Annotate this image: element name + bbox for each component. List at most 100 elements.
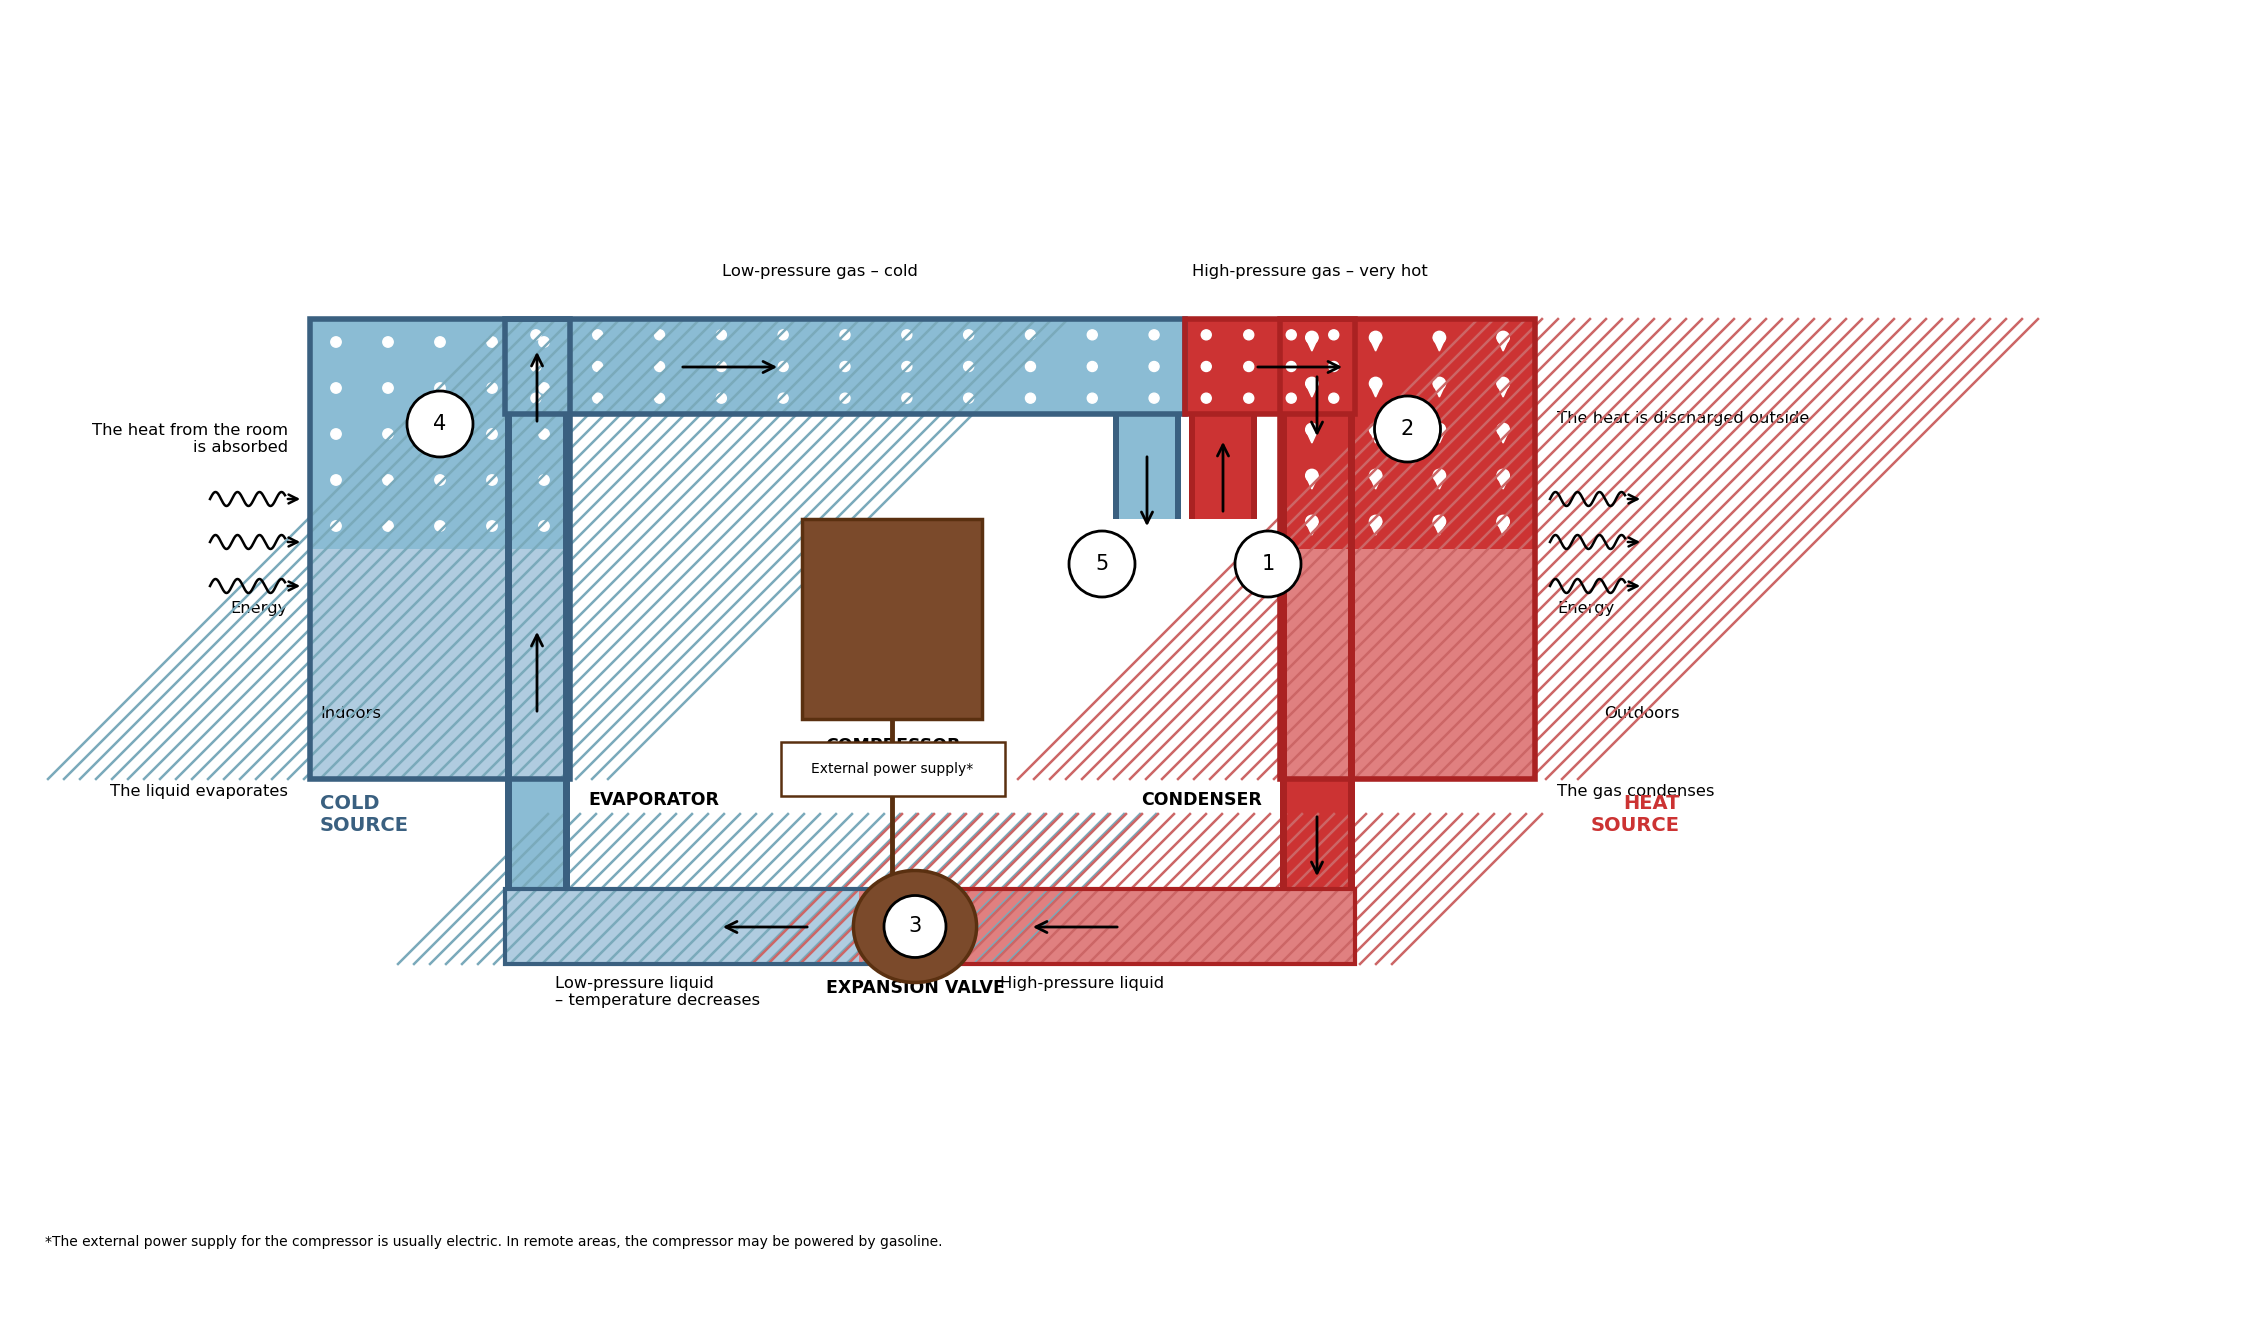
Text: Outdoors: Outdoors bbox=[1605, 707, 1679, 722]
Circle shape bbox=[435, 383, 446, 393]
Circle shape bbox=[1287, 361, 1296, 372]
Text: EXPANSION VALVE: EXPANSION VALVE bbox=[825, 978, 1005, 997]
Circle shape bbox=[778, 361, 789, 372]
Text: 4: 4 bbox=[433, 414, 446, 434]
Text: The heat is discharged outside: The heat is discharged outside bbox=[1558, 412, 1810, 426]
Circle shape bbox=[1150, 361, 1159, 372]
Polygon shape bbox=[1370, 338, 1382, 351]
Circle shape bbox=[654, 361, 665, 372]
Circle shape bbox=[331, 429, 340, 440]
Circle shape bbox=[408, 391, 473, 457]
Text: The liquid evaporates: The liquid evaporates bbox=[110, 784, 289, 798]
Circle shape bbox=[1305, 377, 1319, 389]
Bar bbox=[505, 888, 971, 964]
Circle shape bbox=[593, 361, 602, 372]
Bar bbox=[780, 741, 1005, 796]
Bar bbox=[1280, 414, 1287, 888]
Circle shape bbox=[717, 361, 726, 372]
Circle shape bbox=[331, 383, 340, 393]
Text: Indoors: Indoors bbox=[320, 707, 381, 722]
Bar bbox=[859, 888, 1355, 964]
Bar bbox=[564, 414, 570, 888]
Circle shape bbox=[383, 336, 392, 347]
Circle shape bbox=[435, 429, 446, 440]
Circle shape bbox=[331, 520, 340, 531]
Circle shape bbox=[1330, 393, 1339, 404]
Circle shape bbox=[539, 520, 550, 531]
Bar bbox=[505, 319, 1186, 414]
Text: Low-pressure liquid
– temperature decreases: Low-pressure liquid – temperature decrea… bbox=[554, 976, 760, 1009]
Circle shape bbox=[717, 330, 726, 340]
Circle shape bbox=[1026, 393, 1035, 404]
Circle shape bbox=[1305, 424, 1319, 436]
Bar bbox=[1251, 414, 1258, 519]
Circle shape bbox=[383, 475, 392, 485]
Text: Low-pressure gas – cold: Low-pressure gas – cold bbox=[721, 263, 917, 279]
Bar bbox=[311, 319, 570, 549]
Circle shape bbox=[1497, 424, 1510, 436]
Bar bbox=[1174, 414, 1181, 519]
Polygon shape bbox=[1305, 522, 1319, 535]
Polygon shape bbox=[1497, 338, 1510, 351]
Text: 3: 3 bbox=[908, 916, 922, 936]
Circle shape bbox=[1201, 330, 1210, 340]
Text: High-pressure gas – very hot: High-pressure gas – very hot bbox=[1192, 263, 1427, 279]
Circle shape bbox=[778, 330, 789, 340]
Text: EVAPORATOR: EVAPORATOR bbox=[588, 790, 719, 809]
Bar bbox=[1280, 319, 1535, 549]
Circle shape bbox=[841, 361, 850, 372]
Bar bbox=[1186, 319, 1355, 414]
Circle shape bbox=[1287, 393, 1296, 404]
Circle shape bbox=[435, 336, 446, 347]
Circle shape bbox=[383, 383, 392, 393]
Circle shape bbox=[1201, 361, 1210, 372]
Polygon shape bbox=[1434, 338, 1445, 351]
Circle shape bbox=[1434, 424, 1445, 436]
Circle shape bbox=[1305, 331, 1319, 344]
Bar bbox=[311, 319, 570, 779]
Circle shape bbox=[1370, 515, 1382, 528]
Bar bbox=[802, 519, 983, 719]
Text: Energy: Energy bbox=[230, 601, 289, 617]
Polygon shape bbox=[1305, 475, 1319, 489]
Circle shape bbox=[487, 475, 498, 485]
Bar bbox=[1280, 414, 1355, 888]
Circle shape bbox=[532, 393, 541, 404]
Text: HEAT
SOURCE: HEAT SOURCE bbox=[1591, 794, 1679, 835]
Circle shape bbox=[1497, 331, 1510, 344]
Circle shape bbox=[1086, 393, 1098, 404]
Text: Energy: Energy bbox=[1558, 601, 1614, 617]
Circle shape bbox=[1497, 377, 1510, 389]
Bar bbox=[1348, 414, 1355, 888]
Circle shape bbox=[902, 361, 913, 372]
Circle shape bbox=[487, 429, 498, 440]
Circle shape bbox=[435, 520, 446, 531]
Text: 2: 2 bbox=[1402, 418, 1413, 440]
Polygon shape bbox=[1305, 429, 1319, 444]
Circle shape bbox=[884, 895, 947, 957]
Text: CONDENSER: CONDENSER bbox=[1141, 790, 1262, 809]
Polygon shape bbox=[1305, 384, 1319, 397]
Text: High-pressure liquid: High-pressure liquid bbox=[1001, 976, 1163, 990]
Circle shape bbox=[841, 330, 850, 340]
Polygon shape bbox=[1497, 522, 1510, 535]
Polygon shape bbox=[1370, 384, 1382, 397]
Circle shape bbox=[1086, 361, 1098, 372]
Circle shape bbox=[1434, 377, 1445, 389]
Circle shape bbox=[383, 520, 392, 531]
Bar bbox=[1280, 319, 1535, 779]
Polygon shape bbox=[1370, 475, 1382, 489]
Circle shape bbox=[1287, 330, 1296, 340]
Circle shape bbox=[593, 393, 602, 404]
Circle shape bbox=[487, 336, 498, 347]
Circle shape bbox=[1026, 361, 1035, 372]
Bar bbox=[505, 414, 512, 888]
Circle shape bbox=[1375, 396, 1440, 462]
Circle shape bbox=[1434, 515, 1445, 528]
Circle shape bbox=[593, 330, 602, 340]
Circle shape bbox=[1305, 469, 1319, 482]
Polygon shape bbox=[1497, 384, 1510, 397]
Bar bbox=[311, 549, 570, 779]
Bar bbox=[505, 414, 570, 888]
Circle shape bbox=[1201, 393, 1210, 404]
